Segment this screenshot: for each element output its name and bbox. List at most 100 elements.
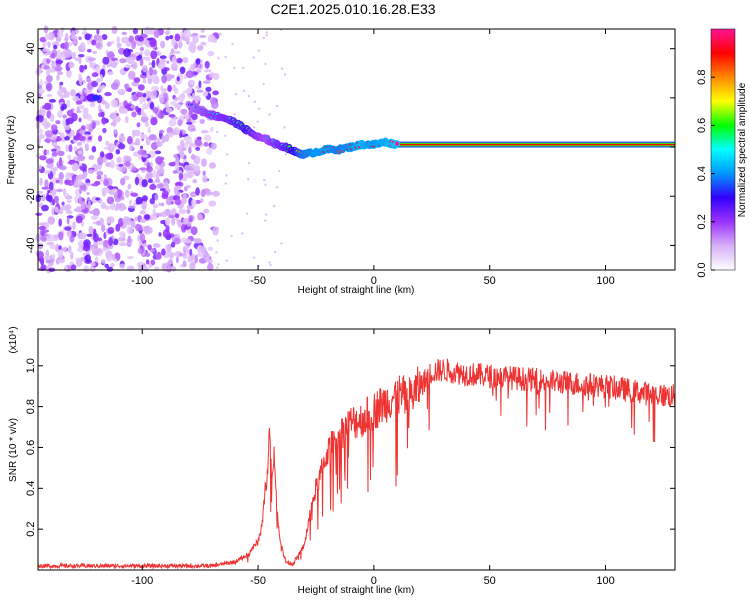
noise-cell: [224, 182, 227, 185]
noise-cell: [145, 56, 151, 62]
noise-cell: [53, 195, 60, 203]
noise-cell: [128, 70, 136, 80]
noise-cell: [67, 161, 75, 165]
noise-cell: [137, 84, 145, 91]
noise-cell: [180, 150, 185, 159]
noise-cell: [268, 113, 271, 116]
noise-cell: [125, 64, 130, 69]
noise-cell: [42, 48, 50, 52]
noise-cell: [155, 251, 162, 260]
noise-cell: [58, 208, 64, 214]
noise-cell: [126, 226, 133, 235]
noise-cell: [81, 221, 85, 227]
noise-cell: [101, 187, 110, 194]
noise-cell: [152, 208, 156, 217]
noise-cell: [148, 263, 152, 268]
noise-cell: [217, 57, 220, 60]
noise-cell: [79, 244, 84, 248]
noise-cell: [107, 226, 115, 234]
noise-cell: [53, 166, 58, 172]
noise-cell: [51, 253, 56, 260]
noise-cell: [124, 223, 128, 227]
noise-cell: [77, 174, 85, 181]
noise-cell: [56, 74, 60, 81]
noise-cell: [190, 154, 196, 160]
noise-cell: [104, 92, 112, 97]
y-tick-label: -40: [25, 237, 37, 253]
noise-cell: [116, 43, 122, 47]
noise-cell: [128, 199, 132, 205]
noise-cell: [276, 104, 279, 108]
noise-cell: [60, 27, 65, 33]
noise-cell: [122, 166, 127, 172]
noise-cell: [87, 200, 92, 209]
noise-cell: [133, 142, 139, 146]
noise-cell: [278, 169, 281, 173]
noise-cell: [138, 54, 143, 60]
noise-cell: [274, 250, 277, 254]
noise-cell: [119, 58, 127, 64]
noise-cell: [84, 254, 91, 263]
noise-cell: [217, 263, 220, 266]
noise-cell: [216, 130, 219, 134]
noise-cell: [168, 215, 175, 219]
noise-cell: [130, 192, 138, 197]
noise-cell: [111, 25, 118, 35]
noise-cell: [100, 202, 107, 209]
colorbar-tick-label: 0.8: [696, 70, 708, 85]
noise-cell: [96, 28, 100, 35]
spectrogram-y-ticks: -40 -20 0 20 40: [25, 43, 675, 253]
noise-cell: [184, 113, 190, 120]
noise-cell: [70, 129, 75, 137]
noise-cell: [44, 102, 52, 111]
noise-cell: [69, 234, 75, 243]
noise-cell: [145, 259, 150, 265]
noise-cell: [64, 195, 73, 200]
noise-cell: [176, 190, 180, 197]
noise-cell: [165, 261, 171, 267]
noise-cell: [192, 178, 198, 184]
noise-cell: [71, 51, 77, 60]
noise-cell: [204, 60, 210, 69]
noise-cell: [265, 31, 268, 34]
noise-cell: [142, 78, 147, 84]
noise-cell: [167, 84, 172, 92]
noise-cell: [139, 133, 148, 139]
noise-cell: [196, 89, 204, 93]
noise-cell: [142, 65, 148, 73]
noise-cell: [206, 147, 213, 155]
noise-cell: [253, 100, 257, 103]
colorbar-tick-label: 0.2: [696, 214, 708, 229]
noise-cell: [184, 164, 189, 172]
noise-cell: [87, 57, 96, 61]
noise-cell: [203, 142, 209, 147]
noise-cell: [159, 64, 166, 68]
noise-cell: [247, 94, 250, 98]
noise-cell: [115, 223, 121, 232]
noise-cell: [156, 183, 164, 189]
noise-cell: [97, 156, 104, 166]
noise-cell: [195, 146, 201, 151]
noise-cell: [59, 165, 67, 171]
noise-cell: [157, 112, 165, 119]
noise-cell: [186, 205, 191, 209]
noise-cell: [139, 210, 146, 215]
noise-cell: [44, 179, 49, 188]
noise-cell: [70, 264, 77, 271]
noise-cell: [75, 215, 83, 224]
noise-cell: [202, 170, 206, 176]
noise-cell: [272, 204, 276, 208]
noise-cell: [51, 52, 56, 59]
noise-cell: [41, 204, 49, 212]
noise-cell: [115, 202, 120, 210]
noise-cell: [38, 88, 45, 95]
snr-frame: [37, 328, 676, 571]
noise-cell: [170, 241, 176, 248]
noise-cell: [59, 132, 65, 139]
noise-cell: [134, 216, 138, 222]
noise-cell: [82, 244, 91, 252]
noise-cell: [108, 164, 115, 168]
noise-cell: [245, 212, 249, 215]
noise-cell: [57, 150, 65, 156]
noise-cell: [78, 54, 85, 58]
